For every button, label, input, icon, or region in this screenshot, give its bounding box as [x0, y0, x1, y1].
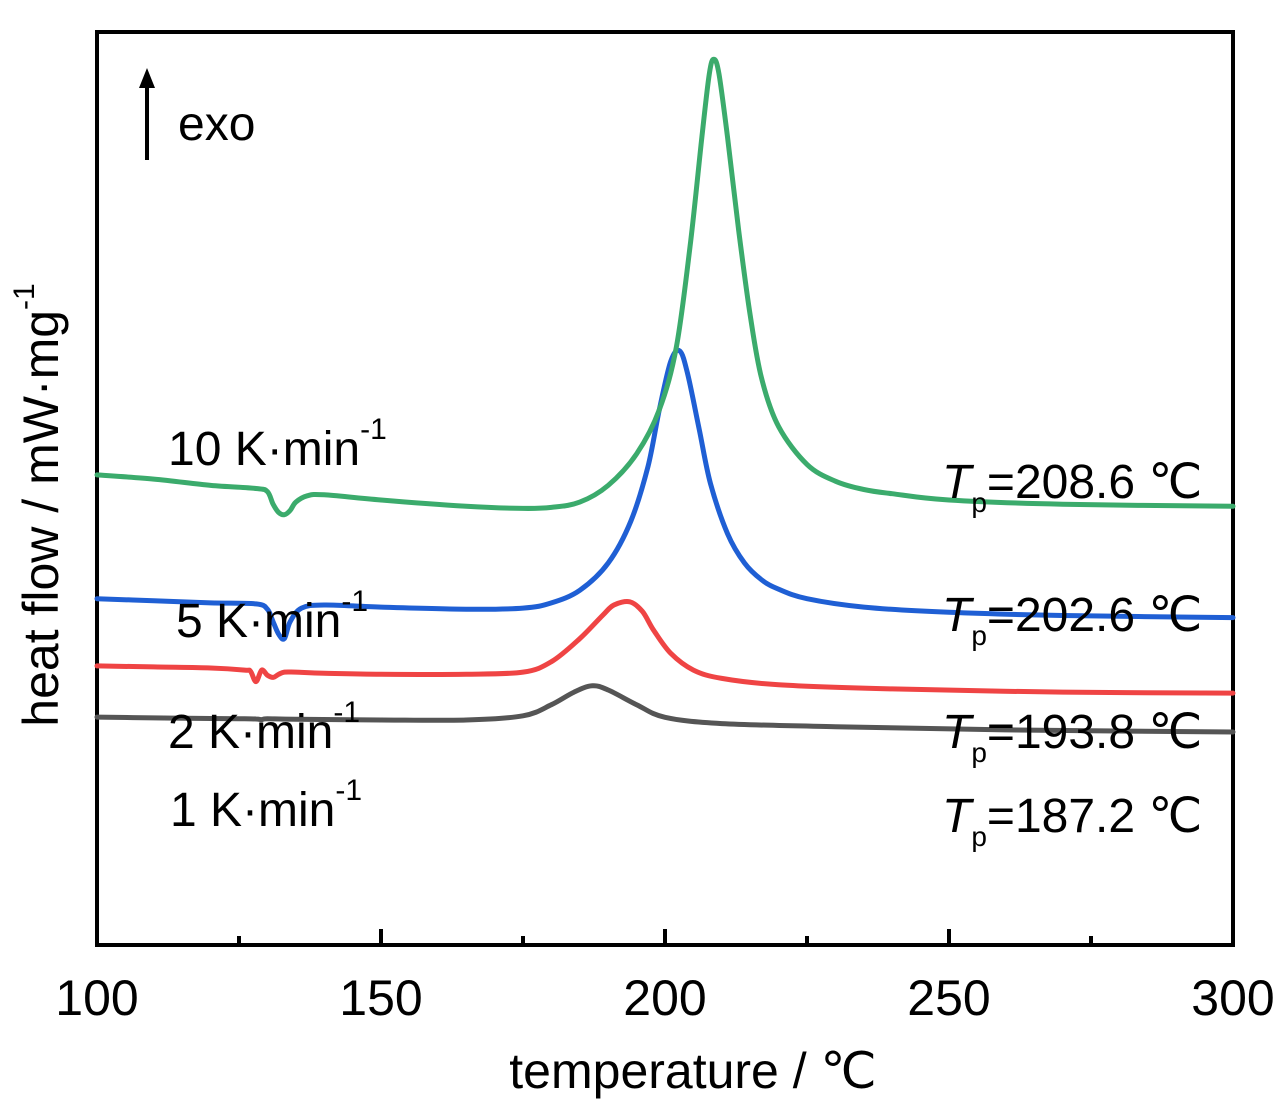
series-label-1: 1 K·min-1 — [170, 774, 362, 837]
peak-label-10: Tp=208.6 ℃ — [942, 456, 1202, 518]
peak-label-2: Tp=193.8 ℃ — [942, 706, 1202, 768]
series-line-2 — [94, 347, 1236, 642]
series-label-5: 5 K·min-1 — [176, 585, 368, 648]
series-lines — [94, 56, 1236, 735]
series-line-1 — [94, 599, 1236, 696]
peak-label-5: Tp=202.6 ℃ — [942, 589, 1202, 651]
series-line-0 — [94, 683, 1236, 735]
x-tick-label: 250 — [907, 970, 990, 1026]
series-line-3 — [94, 56, 1236, 518]
x-tick-label: 100 — [55, 970, 138, 1026]
x-tick-label: 300 — [1191, 970, 1274, 1026]
x-axis-ticks — [95, 929, 1235, 945]
exo-indicator: exo — [139, 68, 255, 160]
x-axis-title: temperature / ℃ — [509, 1043, 876, 1099]
x-tick-label: 150 — [339, 970, 422, 1026]
x-axis-tick-labels: 100 150 200 250 300 — [55, 970, 1274, 1026]
y-axis-title: heat flow / mW·mg-1 — [8, 283, 69, 726]
arrow-head-icon — [139, 68, 155, 88]
series-label-10: 10 K·min-1 — [168, 413, 387, 476]
peak-label-1: Tp=187.2 ℃ — [942, 790, 1202, 852]
series-label-2: 2 K·min-1 — [168, 696, 360, 759]
x-tick-label: 200 — [623, 970, 706, 1026]
exo-label: exo — [178, 98, 255, 151]
